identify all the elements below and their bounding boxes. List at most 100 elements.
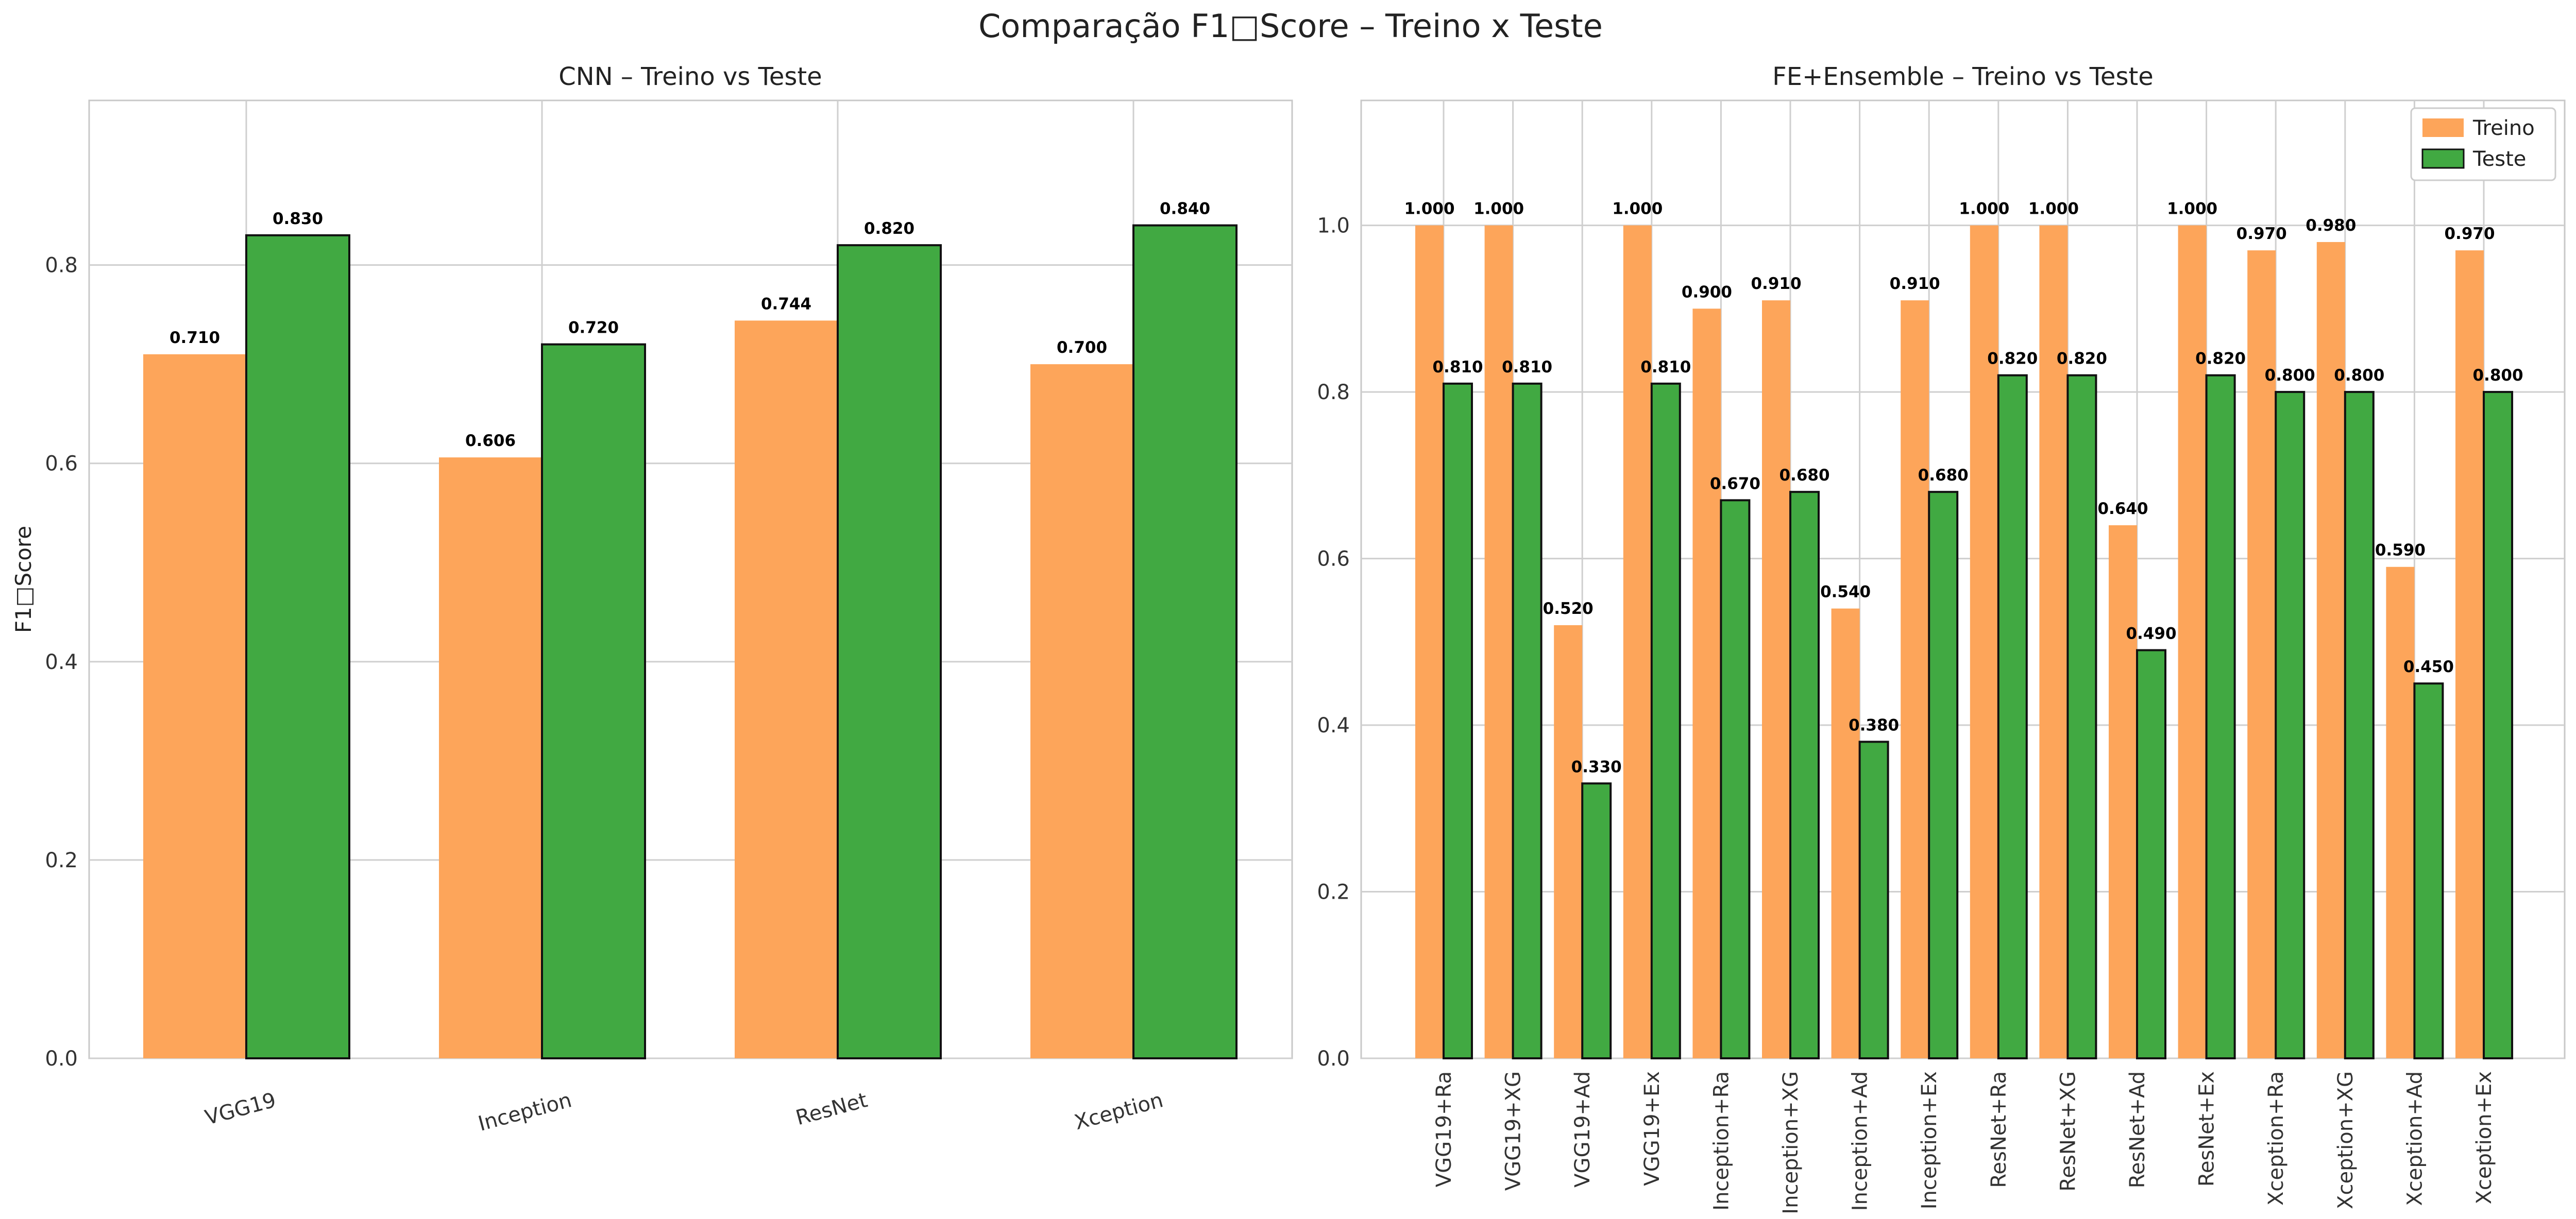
fe-x-tick-label: Inception+Ra: [1709, 1071, 1733, 1211]
figure-title: Comparação F1□Score – Treino x Teste: [978, 7, 1603, 45]
fe-x-tick-label: Xception+XG: [2334, 1071, 2358, 1209]
cnn-y-ticks: 0.0 0.2 0.4 0.6 0.8: [45, 254, 78, 1071]
fe-x-tick-label: ResNet+XG: [2056, 1071, 2080, 1192]
fe-ensemble-chart: 1.000 0.810 1.000 0.810 0.520 0.330 1.000 0.810…: [1317, 62, 2566, 1214]
cnn-y-tick-label: 0.6: [45, 452, 78, 476]
cnn-bar-teste: [245, 234, 350, 1059]
fe-bar-teste: [2413, 682, 2444, 1060]
fe-bar-teste: [1650, 382, 1681, 1059]
fe-bar-teste: [2275, 391, 2306, 1060]
fe-x-tick-label: Xception+Ad: [2403, 1071, 2427, 1206]
fe-bar-treino: [2178, 225, 2207, 1059]
cnn-data-label-treino: 0.710: [170, 329, 220, 347]
legend-label-treino: Treino: [2472, 116, 2535, 140]
cnn-chart-title: CNN – Treino vs Teste: [558, 62, 822, 91]
fe-bar-treino: [1623, 225, 1652, 1059]
fe-x-tick-label: Xception+Ex: [2472, 1071, 2496, 1204]
fe-bar-teste: [1997, 374, 2028, 1059]
cnn-bar-teste: [837, 244, 942, 1059]
fe-data-label-treino: 1.000: [2167, 200, 2217, 218]
fe-data-label-treino: 0.640: [2097, 500, 2148, 518]
fe-data-label-teste: 0.800: [2265, 366, 2315, 385]
fe-data-label-treino: 1.000: [1404, 200, 1454, 218]
fe-data-labels: 1.000 0.810 1.000 0.810 0.520 0.330 1.000 0.810…: [1404, 200, 2523, 777]
fe-bar-treino: [2109, 525, 2137, 1058]
fe-data-label-treino: 1.000: [1959, 200, 2009, 218]
cnn-y-tick-label: 0.8: [45, 254, 78, 278]
cnn-chart: 0.710 0.830 0.606 0.720 0.744 0.820 0.700 0.840…: [11, 62, 1293, 1136]
fe-x-tick-label: VGG19+Ra: [1432, 1071, 1456, 1187]
cnn-bar-teste: [1132, 224, 1238, 1060]
fe-x-tick-label: VGG19+Ex: [1640, 1071, 1664, 1186]
cnn-data-label-treino: 0.744: [761, 295, 811, 313]
fe-bar-teste: [1789, 491, 1820, 1059]
fe-data-label-treino: 1.000: [1473, 200, 1524, 218]
fe-data-label-treino: 0.980: [2306, 216, 2356, 235]
fe-chart-title: FE+Ensemble – Treino vs Teste: [1772, 62, 2154, 91]
cnn-bar-treino: [735, 320, 838, 1059]
fe-bar-treino: [2039, 225, 2068, 1059]
fe-data-label-teste: 0.810: [1640, 358, 1691, 376]
cnn-bar-treino: [439, 457, 542, 1058]
fe-bar-teste: [1581, 782, 1612, 1059]
fe-x-tick-label: Inception+Ad: [1849, 1071, 1872, 1211]
fe-bar-treino: [1901, 300, 1929, 1059]
fe-data-label-teste: 0.680: [1779, 466, 1829, 485]
fe-bar-treino: [2316, 242, 2345, 1058]
fe-bar-teste: [1443, 382, 1473, 1059]
fe-data-label-teste: 0.670: [1710, 474, 1760, 493]
fe-x-tick-label: VGG19+Ad: [1571, 1071, 1595, 1188]
fe-data-label-teste: 0.450: [2403, 658, 2454, 676]
fe-x-tick-label: Inception+XG: [1779, 1071, 1803, 1214]
fe-data-label-treino: 0.910: [1890, 274, 1940, 293]
fe-bar-treino: [2455, 250, 2484, 1059]
cnn-data-label-teste: 0.830: [273, 210, 323, 228]
cnn-data-label-teste: 0.820: [864, 219, 914, 238]
fe-bar-treino: [1692, 308, 1721, 1058]
cnn-x-tick-label: ResNet: [793, 1088, 870, 1130]
fe-bar-teste: [2344, 391, 2375, 1060]
fe-data-label-teste: 0.810: [1432, 358, 1483, 376]
fe-data-label-treino: 0.540: [1820, 583, 1871, 602]
fe-bar-teste: [1928, 491, 1959, 1059]
cnn-data-label-teste: 0.840: [1160, 200, 1210, 218]
fe-bar-treino: [1831, 608, 1860, 1058]
fe-x-tick-label: ResNet+Ex: [2195, 1071, 2219, 1187]
cnn-x-tick-label: Inception: [476, 1088, 574, 1136]
cnn-y-axis-label: F1□Score: [11, 526, 36, 633]
fe-data-label-treino: 0.970: [2444, 225, 2495, 243]
fe-bar-treino: [1762, 300, 1790, 1059]
fe-data-label-treino: 1.000: [2028, 200, 2079, 218]
fe-bar-teste: [2066, 374, 2097, 1059]
fe-y-tick-label: 1.0: [1317, 214, 1350, 238]
fe-x-ticks: VGG19+Ra VGG19+XG VGG19+Ad VGG19+Ex Inceptio…: [1432, 1071, 2496, 1214]
fe-data-label-teste: 0.800: [2472, 366, 2523, 385]
fe-y-ticks: 0.0 0.2 0.4 0.6 0.8 1.0: [1317, 214, 1350, 1071]
fe-bar-teste: [1512, 382, 1543, 1059]
legend-swatch-teste: [2421, 148, 2465, 169]
fe-data-label-teste: 0.800: [2334, 366, 2384, 385]
fe-bar-treino: [1554, 625, 1583, 1058]
fe-bar-treino: [1415, 225, 1444, 1059]
fe-bar-treino: [1970, 225, 1998, 1059]
fe-legend: Treino Teste: [2410, 107, 2556, 181]
fe-y-tick-label: 0.0: [1317, 1047, 1350, 1071]
fe-data-label-treino: 1.000: [1612, 200, 1663, 218]
fe-bar-treino: [2386, 566, 2415, 1058]
fe-x-tick-label: Inception+Ex: [1918, 1071, 1941, 1209]
fe-data-label-teste: 0.810: [1502, 358, 1552, 376]
fe-x-tick-label: ResNet+Ra: [1987, 1071, 2011, 1188]
fe-x-tick-label: ResNet+Ad: [2126, 1071, 2149, 1188]
fe-y-tick-label: 0.2: [1317, 881, 1350, 904]
fe-data-label-treino: 0.520: [1543, 599, 1594, 618]
fe-bar-teste: [2483, 391, 2513, 1060]
cnn-bars: [143, 224, 1238, 1060]
cnn-data-labels: 0.710 0.830 0.606 0.720 0.744 0.820 0.700 0.840: [170, 200, 1210, 451]
fe-bar-treino: [1484, 225, 1513, 1059]
fe-bars: [1415, 225, 2513, 1060]
cnn-x-ticks: VGG19 Inception ResNet Xception: [202, 1088, 1165, 1136]
fe-bar-teste: [2205, 374, 2236, 1059]
fe-data-label-treino: 0.970: [2236, 225, 2287, 243]
fe-y-tick-label: 0.8: [1317, 381, 1350, 404]
